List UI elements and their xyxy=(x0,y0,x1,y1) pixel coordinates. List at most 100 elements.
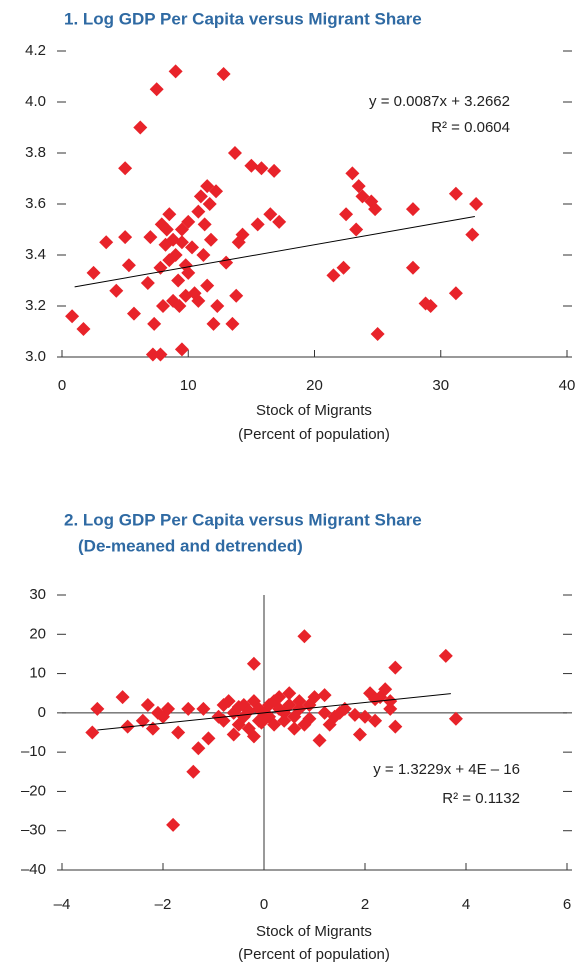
point xyxy=(297,629,312,644)
point xyxy=(448,286,463,301)
point xyxy=(254,715,269,730)
annotation: y = 1.3229x + 4E – 16 xyxy=(373,761,520,778)
y-tick-label: –20 xyxy=(21,782,46,799)
point xyxy=(226,727,241,742)
y-tick-label: 4.0 xyxy=(25,93,46,110)
point xyxy=(272,214,287,229)
point xyxy=(216,66,231,81)
point xyxy=(201,731,216,746)
point xyxy=(368,692,383,707)
point xyxy=(244,158,259,173)
point xyxy=(172,299,187,313)
chart-title: 1. Log GDP Per Capita versus Migrant Sha… xyxy=(64,9,422,28)
point xyxy=(423,299,438,313)
point xyxy=(229,288,244,303)
point xyxy=(121,258,136,273)
point xyxy=(368,713,383,728)
point xyxy=(383,694,398,709)
point xyxy=(378,682,393,697)
annotation: y = 0.0087x + 3.2662 xyxy=(369,93,510,110)
point xyxy=(140,276,155,291)
point xyxy=(254,161,269,176)
point xyxy=(211,709,226,724)
annotation: R² = 0.0604 xyxy=(431,119,510,136)
point xyxy=(383,701,398,716)
point xyxy=(317,705,332,720)
point xyxy=(203,232,218,247)
point xyxy=(145,347,160,362)
point xyxy=(349,222,364,237)
point xyxy=(219,255,234,270)
point xyxy=(250,217,265,232)
point xyxy=(307,690,322,705)
point xyxy=(76,321,91,336)
point xyxy=(168,248,183,262)
point xyxy=(202,197,217,211)
y-tick-label: –10 xyxy=(21,743,46,760)
point xyxy=(162,207,177,222)
point xyxy=(221,694,236,709)
point xyxy=(99,235,114,250)
y-tick-label: 30 xyxy=(29,586,46,603)
point xyxy=(196,701,211,716)
x-tick-label: 20 xyxy=(306,377,323,394)
point xyxy=(465,227,480,242)
point xyxy=(118,161,133,176)
point xyxy=(405,202,420,217)
y-tick-label: 20 xyxy=(29,625,46,642)
point xyxy=(336,260,351,275)
point xyxy=(171,273,186,288)
point xyxy=(166,817,181,832)
trend-line xyxy=(97,693,451,731)
point xyxy=(246,656,261,671)
point xyxy=(267,717,282,732)
point xyxy=(185,240,200,255)
point xyxy=(147,316,162,331)
trend-line xyxy=(74,216,475,288)
point xyxy=(326,268,341,283)
point xyxy=(337,701,352,716)
point xyxy=(86,265,101,280)
y-tick-label: 3.2 xyxy=(25,297,46,314)
point xyxy=(186,764,201,779)
point xyxy=(235,227,250,242)
point xyxy=(263,207,278,222)
point xyxy=(109,283,124,298)
point xyxy=(191,741,206,756)
point xyxy=(448,186,463,201)
y-tick-label: 3.8 xyxy=(25,144,46,161)
point xyxy=(135,713,150,728)
point xyxy=(448,711,463,726)
point xyxy=(282,686,297,701)
point xyxy=(405,260,420,275)
point xyxy=(118,230,133,245)
point xyxy=(161,701,176,716)
point xyxy=(210,299,225,313)
point xyxy=(159,222,174,237)
point xyxy=(352,727,367,742)
point xyxy=(181,701,196,716)
x-tick-label: 4 xyxy=(462,896,470,913)
point xyxy=(225,316,240,331)
point xyxy=(126,306,141,321)
point xyxy=(370,327,385,342)
y-tick-label: –40 xyxy=(21,861,46,878)
point xyxy=(197,217,212,232)
point xyxy=(347,707,362,722)
point xyxy=(345,166,360,181)
point xyxy=(191,293,206,308)
point xyxy=(469,197,484,211)
point xyxy=(388,719,403,734)
y-tick-label: 3.4 xyxy=(25,246,46,263)
point xyxy=(85,725,100,740)
point xyxy=(388,660,403,675)
x-axis-label: Stock of Migrants xyxy=(256,923,372,940)
x-axis-label: (Percent of population) xyxy=(238,426,390,443)
y-tick-label: 10 xyxy=(29,665,46,682)
annotation: R² = 0.1132 xyxy=(442,790,520,807)
point xyxy=(209,184,224,199)
point xyxy=(193,189,208,204)
point xyxy=(206,316,221,331)
